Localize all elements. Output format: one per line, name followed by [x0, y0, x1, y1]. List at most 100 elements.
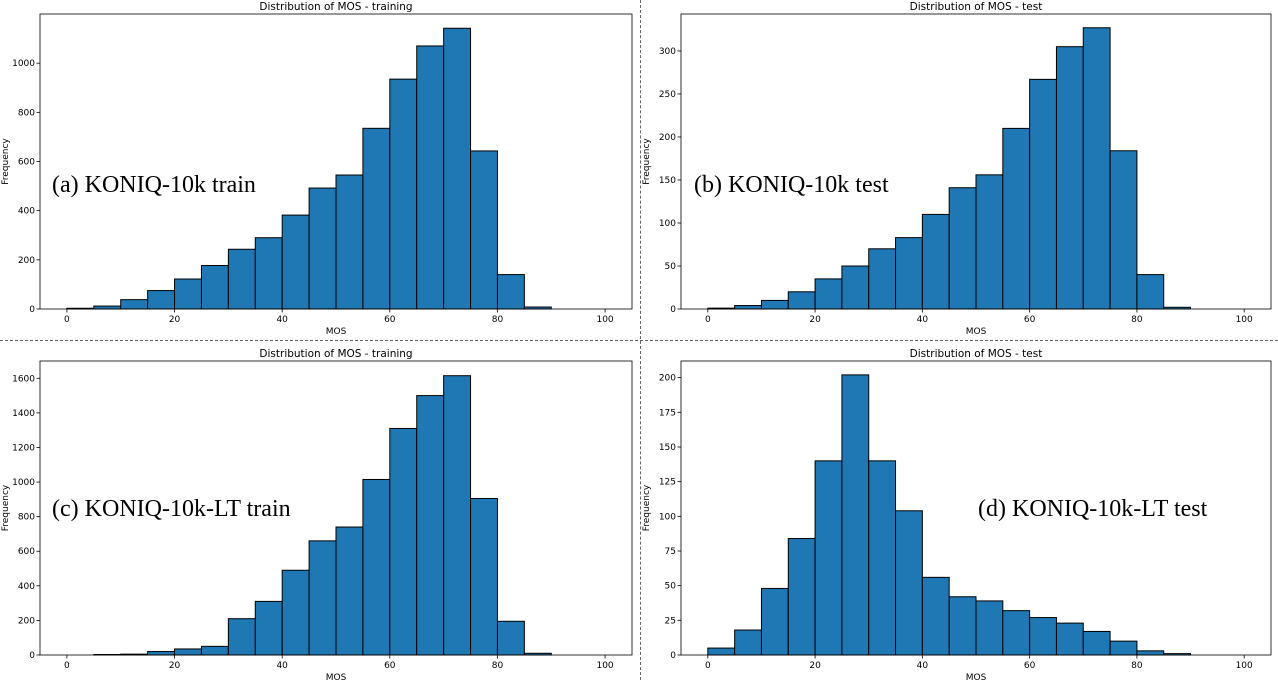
histogram-bar: [254, 600, 283, 656]
y-tick-label: 0: [670, 651, 676, 661]
plot-frame: [680, 13, 1272, 310]
x-tick-label: 0: [64, 661, 70, 671]
y-tick-label: 200: [18, 256, 35, 266]
histogram-bar: [470, 150, 498, 310]
histogram-bar: [93, 305, 122, 310]
histogram-bar: [308, 187, 337, 310]
histogram-bar: [868, 460, 897, 656]
histogram-bar: [496, 620, 525, 656]
histogram-bar: [1109, 150, 1138, 310]
y-axis-label: Frequency: [1, 484, 11, 531]
y-tick-label: 0: [29, 305, 35, 315]
x-tick-label: 60: [1024, 661, 1036, 671]
panel-annotation: (a) KONIQ-10k train: [52, 172, 256, 198]
histogram-bar: [734, 305, 762, 310]
panel-annotation: (c) KONIQ-10k-LT train: [52, 496, 291, 522]
y-tick-label: 25: [665, 616, 676, 626]
histogram-bar: [1002, 610, 1031, 656]
histogram-bar: [281, 214, 310, 310]
chart-panel-4: 0 20 40 60 80 100 0 25 50 75 100 125 150 175 200 Distri…: [642, 348, 1272, 680]
x-tick-label: 60: [384, 661, 396, 671]
histogram-bar: [362, 478, 391, 656]
histogram-bar: [760, 587, 789, 656]
y-tick-label: 100: [659, 512, 676, 522]
histogram-bar: [470, 497, 498, 656]
y-tick-label: 150: [659, 443, 676, 453]
y-tick-label: 50: [665, 582, 677, 592]
x-tick-label: 40: [276, 661, 288, 671]
panel-annotation: (d) KONIQ-10k-LT test: [978, 496, 1208, 522]
x-tick-label: 80: [492, 315, 504, 325]
histogram-bar: [174, 648, 202, 656]
histogram-bar: [895, 510, 923, 656]
y-tick-label: 150: [659, 176, 676, 186]
x-axis-label: MOS: [966, 327, 987, 337]
histogram-bar: [734, 629, 762, 656]
histogram-bar: [147, 290, 176, 310]
x-tick-label: 80: [1131, 315, 1143, 325]
chart-title: Distribution of MOS - training: [259, 1, 412, 13]
x-tick-label: 20: [169, 315, 181, 325]
x-tick-label: 100: [596, 661, 613, 671]
histogram-bar: [1002, 127, 1031, 310]
y-tick-label: 600: [18, 158, 35, 168]
y-tick-label: 1000: [12, 59, 35, 69]
histogram-bar: [975, 600, 1004, 656]
x-tick-label: 0: [705, 315, 711, 325]
histogram-bar: [921, 576, 950, 656]
histogram-bar: [200, 264, 229, 310]
y-tick-label: 200: [18, 616, 35, 626]
histogram-bar: [1082, 27, 1111, 310]
x-tick-label: 100: [1236, 315, 1253, 325]
x-tick-label: 0: [64, 315, 70, 325]
histogram-bar: [1109, 640, 1138, 656]
histogram-bar: [948, 187, 977, 310]
plot-frame: [680, 360, 1272, 656]
x-tick-label: 0: [705, 661, 711, 671]
y-tick-label: 250: [659, 90, 676, 100]
x-axis-label: MOS: [326, 327, 347, 337]
x-axis-label: MOS: [326, 673, 347, 680]
y-tick-label: 0: [670, 305, 676, 315]
histogram-bar: [787, 291, 816, 310]
y-tick-label: 125: [659, 478, 676, 488]
histogram-bar: [760, 299, 789, 310]
histogram-bar: [335, 174, 364, 310]
histogram-bar: [841, 374, 870, 656]
histogram-bar: [281, 569, 310, 656]
x-axis-label: MOS: [966, 673, 987, 680]
histogram-bar: [496, 274, 525, 310]
chart-panel-1: 0 20 40 60 80 10002004006008001000Distributio…: [1, 1, 633, 337]
histogram-bar: [814, 460, 843, 656]
x-tick-label: 100: [1236, 661, 1253, 671]
x-tick-label: 80: [1131, 661, 1143, 671]
y-tick-label: 1400: [12, 409, 35, 419]
y-tick-label: 800: [18, 108, 35, 118]
histogram-bar: [443, 375, 472, 656]
y-tick-label: 400: [18, 207, 35, 217]
x-tick-label: 20: [169, 661, 181, 671]
histogram-bar: [1029, 78, 1057, 310]
x-tick-label: 40: [917, 315, 929, 325]
histogram-bar: [308, 540, 337, 656]
histogram-bar: [1136, 650, 1165, 656]
y-tick-label: 400: [18, 582, 35, 592]
histogram-bar: [841, 265, 870, 310]
y-tick-label: 300: [659, 47, 676, 57]
histogram-bar: [416, 45, 445, 310]
y-tick-label: 100: [659, 219, 676, 229]
histogram-bar: [362, 127, 391, 310]
y-tick-label: 600: [18, 547, 35, 557]
histogram-bar: [707, 647, 736, 656]
x-tick-label: 20: [809, 661, 821, 671]
histogram-bar: [335, 526, 364, 656]
x-tick-label: 60: [384, 315, 396, 325]
histogram-bar: [868, 248, 897, 310]
histogram-bar: [147, 651, 176, 656]
histogram-bar: [389, 427, 418, 656]
y-axis-label: Frequency: [642, 138, 652, 185]
histogram-bar: [895, 237, 923, 310]
y-tick-label: 200: [659, 374, 676, 384]
y-tick-label: 175: [659, 408, 676, 418]
